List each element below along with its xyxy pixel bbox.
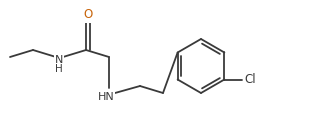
Text: N: N [55,55,63,65]
Text: O: O [83,8,92,22]
Text: Cl: Cl [244,73,256,86]
Text: HN: HN [97,92,114,102]
Text: H: H [55,64,63,74]
